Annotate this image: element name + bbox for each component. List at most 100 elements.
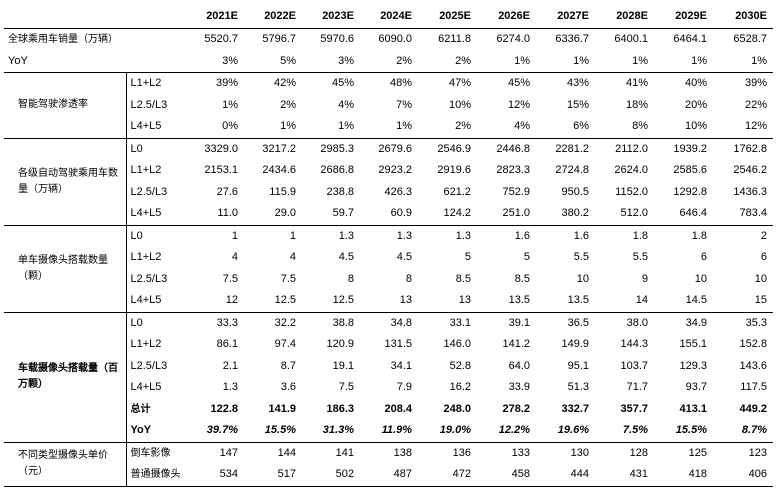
value-cell: 136	[452, 446, 471, 459]
value-cell: 332.7	[561, 402, 589, 415]
value-cell: 20%	[684, 98, 707, 111]
value-cell: 6211.8	[438, 33, 471, 45]
value-cell: 16.2	[449, 381, 471, 393]
row-label: L1+L2	[130, 251, 162, 263]
table-row: YoY 39.7% 15.5% 31.3% 11.9% 19.0% 12.2% 19.6% 7.…	[4, 420, 773, 443]
value-cell: 1%	[477, 50, 536, 73]
value-cell: 8%	[595, 116, 654, 139]
value-cell: 51.3	[567, 381, 589, 393]
value-cell: 12.5	[244, 290, 302, 313]
value-cell: 133	[511, 446, 530, 459]
value-cell: 1.8	[691, 229, 707, 242]
value-cell: 11.0	[186, 203, 244, 226]
value-cell: 4	[231, 251, 238, 263]
value-cell: 34.9	[685, 316, 707, 329]
value-cell: 8.5	[455, 272, 471, 285]
table-row: 全球乘用车销量（万辆） 5520.7 5796.7 5970.6 6090.0 6211.…	[4, 29, 773, 51]
value-cell: 752.9	[502, 185, 530, 198]
value-cell: 5970.6	[320, 33, 354, 45]
table-row: 不同类型摄像头单价（元） 倒车影像 147 144 141 138 136 133 130 128…	[4, 442, 773, 487]
value-cell: 950.5	[561, 185, 589, 198]
table-row: YoY 3% 5% 3% 2% 2% 1% 1% 1% 1% 1%	[4, 50, 773, 73]
value-cell: 1%	[595, 50, 654, 73]
year-header: 2028E	[616, 10, 648, 22]
value-cell: 512.0	[595, 203, 654, 226]
value-cell: 14.5	[654, 290, 713, 313]
value-cell: 48%	[389, 77, 412, 89]
value-cell: 39%	[215, 77, 238, 89]
row-label: L2.5/L3	[130, 185, 168, 198]
value-cell: 458	[477, 464, 536, 487]
value-cell: 39.1	[508, 316, 530, 329]
value-cell: 33.3	[216, 316, 238, 329]
value-cell: 33.1	[449, 316, 471, 329]
value-cell: 29.0	[244, 203, 302, 226]
value-cell: 71.7	[626, 381, 648, 393]
table-row: L4+L5 1.3 3.6 7.5 7.9 16.2 33.9 51.3 71.7 93.7 117…	[4, 377, 773, 399]
value-cell: 6400.1	[614, 33, 648, 45]
value-cell: 120.9	[326, 338, 354, 350]
value-cell: 1	[231, 229, 238, 242]
row-label: 全球乘用车销量（万辆）	[8, 34, 118, 45]
value-cell: 2546.2	[733, 164, 767, 176]
value-cell: 1%	[360, 116, 418, 139]
category-label: 各级自动驾驶乘用车数量（万辆）	[4, 138, 127, 226]
table-row: 普通摄像头 534 517 502 487 472 458 444 431 418 406	[4, 464, 773, 487]
value-cell: 117.5	[740, 381, 767, 393]
category-label: 智能驾驶渗透率	[4, 72, 127, 139]
value-cell: 10%	[654, 116, 713, 139]
value-cell: 10	[754, 272, 767, 285]
value-cell: 2823.3	[496, 164, 530, 176]
value-cell: 517	[244, 464, 302, 487]
table-row: 智能驾驶渗透率 L1+L2 39% 42% 45% 48% 47% 45% 43% 41% 40% 3…	[4, 72, 773, 139]
value-cell: 86.1	[216, 338, 238, 350]
value-cell: 152.8	[739, 338, 767, 350]
value-cell: 3%	[302, 50, 360, 73]
year-header: 2029E	[675, 10, 707, 22]
value-cell: 1939.2	[673, 142, 707, 155]
value-cell: 12	[186, 290, 244, 313]
value-cell: 11.9%	[360, 420, 418, 443]
value-cell: 5520.7	[204, 33, 238, 45]
value-cell: 14	[595, 290, 654, 313]
value-cell: 129.3	[679, 359, 707, 372]
value-cell: 248.0	[443, 402, 471, 415]
value-cell: 15.5%	[244, 420, 302, 443]
value-cell: 8.5	[514, 272, 530, 285]
category-label: 车载摄像头搭载量（百万颗）	[4, 312, 127, 443]
year-header: 2022E	[264, 10, 296, 22]
value-cell: 36.5	[567, 316, 589, 329]
value-cell: 2.1	[222, 359, 238, 372]
row-label: L4+L5	[126, 203, 186, 226]
value-cell: 1.6	[573, 229, 589, 242]
value-cell: 15%	[566, 98, 589, 111]
value-cell: 1762.8	[733, 142, 767, 155]
value-cell: 1%	[222, 98, 238, 111]
value-cell: 8	[347, 272, 354, 285]
value-cell: 10	[694, 272, 707, 285]
table-row: L1+L2 86.1 97.4 120.9 131.5 146.0 141.2 149.9 14…	[4, 334, 773, 356]
table-row: L4+L5 11.0 29.0 59.7 60.9 124.2 251.0 380.2 512.…	[4, 203, 773, 226]
value-cell: 1%	[302, 116, 360, 139]
value-cell: 103.7	[620, 359, 648, 372]
value-cell: 6336.7	[555, 33, 589, 45]
value-cell: 32.2	[274, 316, 296, 329]
value-cell: 59.7	[302, 203, 360, 226]
value-cell: 52.8	[449, 359, 471, 372]
year-header: 2026E	[498, 10, 530, 22]
value-cell: 1%	[536, 50, 595, 73]
value-cell: 2153.1	[204, 164, 238, 176]
row-label: YoY	[126, 420, 186, 443]
value-cell: 15	[713, 290, 773, 313]
row-label: L0	[130, 142, 143, 155]
value-cell: 2112.0	[615, 142, 648, 155]
year-header: 2030E	[735, 10, 767, 22]
row-label: L4+L5	[130, 381, 162, 393]
value-cell: 2434.6	[262, 164, 296, 176]
value-cell: 1%	[654, 50, 713, 73]
value-cell: 2679.6	[378, 142, 412, 155]
value-cell: 141.9	[268, 402, 296, 415]
value-cell: 43%	[566, 77, 589, 89]
value-cell: 115.9	[269, 185, 296, 198]
value-cell: 186.3	[326, 402, 354, 415]
